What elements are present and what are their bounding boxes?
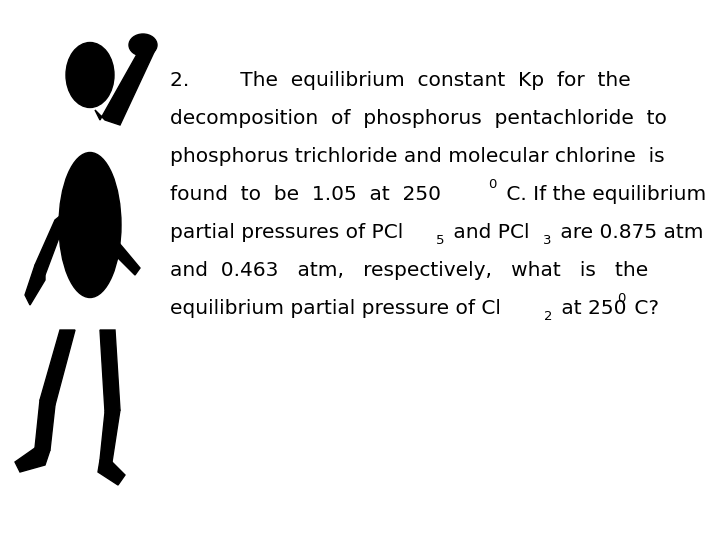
Polygon shape xyxy=(35,400,55,452)
Text: 2: 2 xyxy=(544,309,552,322)
Polygon shape xyxy=(98,460,125,485)
Polygon shape xyxy=(25,265,45,305)
Text: 2.        The  equilibrium  constant  Kp  for  the: 2. The equilibrium constant Kp for the xyxy=(170,71,631,90)
Text: found  to  be  1.05  at  250: found to be 1.05 at 250 xyxy=(170,185,441,204)
Ellipse shape xyxy=(66,43,114,107)
Text: decomposition  of  phosphorus  pentachloride  to: decomposition of phosphorus pentachlorid… xyxy=(170,109,667,127)
Text: phosphorus trichloride and molecular chlorine  is: phosphorus trichloride and molecular chl… xyxy=(170,146,665,165)
Text: and  0.463   atm,   respectively,   what   is   the: and 0.463 atm, respectively, what is the xyxy=(170,260,648,280)
Ellipse shape xyxy=(59,152,121,298)
Text: are 0.875 atm: are 0.875 atm xyxy=(554,222,703,241)
Polygon shape xyxy=(35,200,85,275)
Polygon shape xyxy=(100,410,120,462)
Text: 0: 0 xyxy=(488,178,496,191)
Text: C. If the equilibrium: C. If the equilibrium xyxy=(500,185,706,204)
Polygon shape xyxy=(95,40,155,125)
Polygon shape xyxy=(15,448,50,472)
Text: at 250: at 250 xyxy=(555,299,626,318)
Polygon shape xyxy=(100,230,140,275)
Text: 3: 3 xyxy=(543,233,552,246)
Text: and PCl: and PCl xyxy=(447,222,529,241)
Text: partial pressures of PCl: partial pressures of PCl xyxy=(170,222,403,241)
Text: equilibrium partial pressure of Cl: equilibrium partial pressure of Cl xyxy=(170,299,501,318)
Polygon shape xyxy=(100,330,120,412)
Text: 0: 0 xyxy=(617,292,626,305)
Polygon shape xyxy=(40,330,75,405)
Ellipse shape xyxy=(129,34,157,56)
Text: 5: 5 xyxy=(436,233,444,246)
Text: C?: C? xyxy=(628,299,659,318)
